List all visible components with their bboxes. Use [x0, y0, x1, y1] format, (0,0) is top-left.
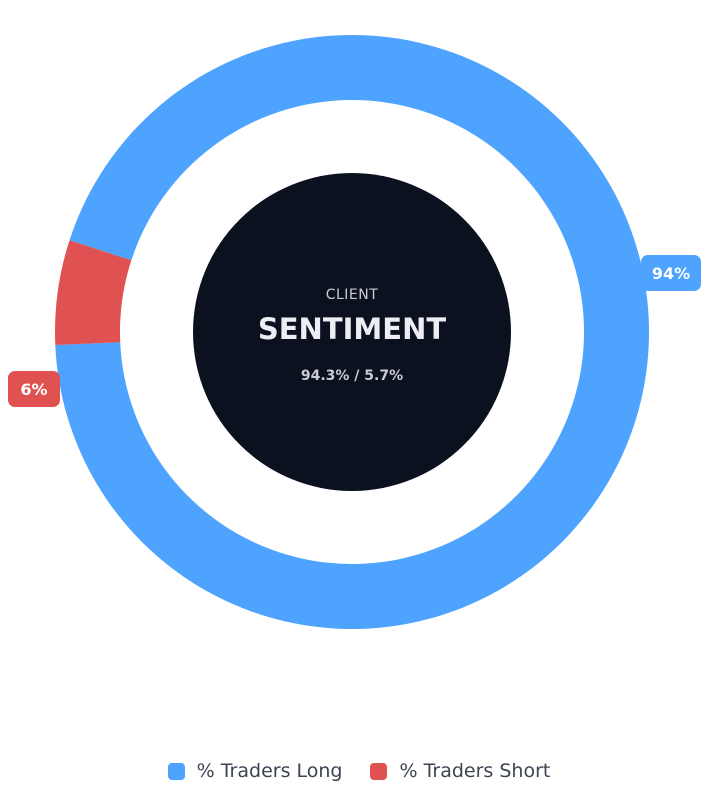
data-label-long: 94% [641, 255, 701, 291]
data-label-short: 6% [8, 371, 60, 407]
data-label-box [8, 371, 60, 407]
data-label-text: 94% [652, 264, 690, 283]
slice-labels: 94% 6% [8, 255, 701, 407]
legend-item-long[interactable]: % Traders Long [167, 760, 343, 782]
center-circle [193, 173, 511, 491]
donut-slices [55, 34, 649, 629]
legend-label-long: % Traders Long [196, 760, 343, 782]
center-ratio: 94.3% / 5.7% [301, 368, 403, 384]
center-overline: CLIENT [326, 287, 379, 303]
slice-short[interactable] [55, 240, 132, 346]
legend-swatch-long [167, 762, 185, 780]
legend-swatch-short [370, 762, 388, 780]
legend-item-short[interactable]: % Traders Short [370, 760, 550, 782]
legend-label-short: % Traders Short [399, 760, 551, 782]
center-title: SENTIMENT [258, 312, 446, 346]
legend: % Traders Long % Traders Short [0, 760, 718, 782]
data-label-box [641, 255, 701, 291]
data-label-text: 6% [20, 380, 47, 399]
